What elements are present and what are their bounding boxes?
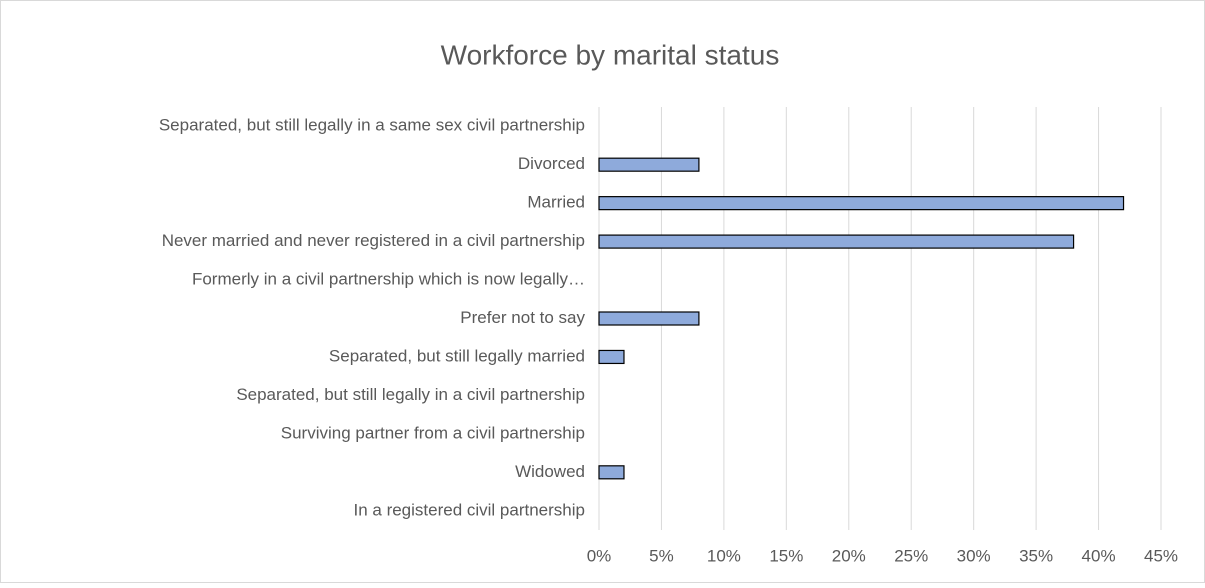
x-tick-label: 15% (769, 546, 803, 565)
bar (598, 311, 700, 326)
y-tick-label: In a registered civil partnership (353, 500, 585, 519)
x-tick-label: 40% (1082, 546, 1116, 565)
x-tick-label: 10% (707, 546, 741, 565)
y-tick-label: Separated, but still legally in a same s… (159, 116, 585, 135)
y-tick-label: Married (527, 193, 585, 212)
y-tick-label: Surviving partner from a civil partnersh… (281, 423, 585, 442)
y-tick-label: Never married and never registered in a … (162, 231, 585, 250)
x-tick-label: 0% (587, 546, 612, 565)
bar (598, 234, 1075, 249)
x-tick-label: 35% (1019, 546, 1053, 565)
y-tick-label: Divorced (518, 154, 585, 173)
y-tick-label: Separated, but still legally in a civil … (236, 385, 585, 404)
bar (598, 465, 625, 480)
chart-title: Workforce by marital status (441, 39, 780, 70)
y-tick-label: Separated, but still legally married (329, 346, 585, 365)
y-tick-label: Formerly in a civil partnership which is… (192, 270, 585, 289)
x-tick-label: 20% (832, 546, 866, 565)
bar (598, 196, 1125, 211)
bar (598, 157, 700, 172)
x-tick-label: 5% (649, 546, 674, 565)
bar (598, 349, 625, 365)
x-tick-label: 30% (957, 546, 991, 565)
y-tick-label: Prefer not to say (460, 308, 585, 327)
x-tick-label: 45% (1144, 546, 1178, 565)
y-tick-label: Widowed (515, 462, 585, 481)
x-tick-label: 25% (894, 546, 928, 565)
